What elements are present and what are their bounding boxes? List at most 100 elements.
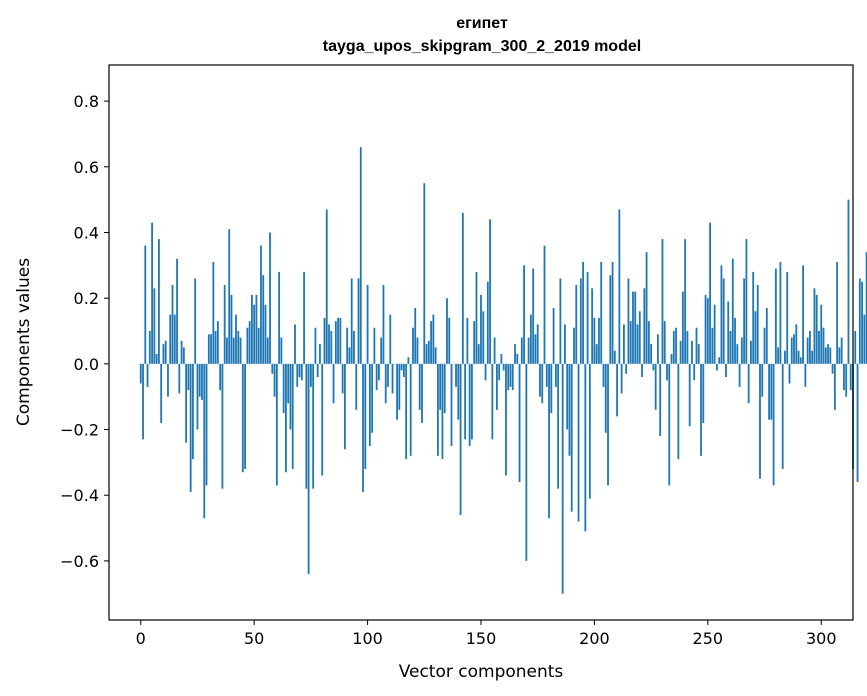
bar-299 [818,331,820,364]
bar-144 [466,317,469,364]
bar-11 [164,340,167,364]
bar-19 [182,347,185,364]
bar-143 [464,363,467,440]
bar-96 [357,278,360,364]
bar-17 [178,363,181,394]
bar-117 [405,363,408,460]
bar-180 [548,363,550,519]
bar-320 [865,252,867,364]
bar-225 [650,344,653,364]
bar-286 [788,363,791,384]
bar-293 [804,363,807,387]
bar-175 [536,324,539,364]
bar-118 [407,357,410,364]
bar-66 [289,363,292,430]
bar-246 [697,344,700,364]
bar-18 [180,340,183,364]
bar-77 [314,327,317,364]
bar-250 [706,298,709,364]
bar-199 [591,288,594,364]
bar-40 [230,294,233,364]
bar-189 [568,363,571,456]
bar-183 [554,363,557,387]
bar-242 [688,363,691,427]
bar-216 [629,321,632,364]
bar-239 [681,291,684,364]
bar-26 [198,363,201,397]
bar-203 [600,262,603,364]
x-tick-label: 250 [693,629,724,648]
bar-152 [484,363,487,381]
bar-74 [307,363,310,575]
bar-217 [632,291,634,364]
bar-13 [169,314,172,364]
bar-6 [153,288,156,364]
x-tick-label: 50 [244,629,264,648]
bar-93 [350,278,353,364]
bar-56 [266,337,269,364]
bar-176 [539,363,541,397]
bar-65 [287,363,290,404]
bar-206 [607,363,609,486]
bar-315 [854,331,857,364]
bar-252 [711,327,714,364]
bar-134 [443,363,446,414]
bar-149 [477,344,480,364]
bar-106 [380,337,383,364]
y-tick-label: 0.8 [74,92,99,111]
bar-201 [595,344,598,364]
bar-287 [790,337,793,364]
bar-305 [831,363,834,374]
bar-39 [228,229,231,364]
bar-15 [173,314,176,364]
bar-306 [833,363,836,410]
bar-291 [799,357,802,364]
y-tick-label: 0.6 [74,158,99,177]
bar-296 [811,350,814,364]
bar-277 [768,363,770,420]
bar-30 [207,334,210,364]
bar-37 [223,285,226,364]
bar-192 [575,285,578,364]
bar-125 [423,183,426,364]
bar-141 [459,363,462,515]
bar-279 [772,363,775,486]
bar-28 [203,363,206,519]
bar-44 [239,337,242,364]
bar-114 [398,363,401,410]
bar-137 [450,363,453,446]
bar-212 [620,363,623,394]
bars-group [139,147,867,594]
bar-60 [275,363,278,486]
bar-247 [700,363,702,456]
bar-148 [475,271,478,364]
bar-197 [586,271,589,364]
bar-29 [205,363,208,486]
bar-156 [493,337,496,364]
bar-33 [214,331,217,364]
bar-140 [457,363,460,420]
bar-179 [545,363,548,387]
bar-312 [847,199,850,364]
bar-107 [382,285,385,364]
bar-88 [339,317,342,364]
bar-61 [278,271,281,364]
bar-2 [144,245,147,364]
bar-160 [502,363,505,371]
x-tick-label: 150 [466,629,497,648]
bar-142 [461,212,464,364]
bar-38 [226,337,228,364]
bar-184 [557,363,560,489]
bar-64 [285,363,287,473]
bar-307 [836,262,839,364]
bar-32 [212,262,215,364]
bar-200 [593,317,596,364]
bar-129 [432,314,435,364]
bar-232 [666,363,668,381]
bar-301 [822,327,825,364]
bar-151 [482,311,485,364]
bar-288 [793,334,795,364]
bar-90 [344,363,346,450]
bar-23 [192,363,194,460]
bar-283 [781,363,784,469]
